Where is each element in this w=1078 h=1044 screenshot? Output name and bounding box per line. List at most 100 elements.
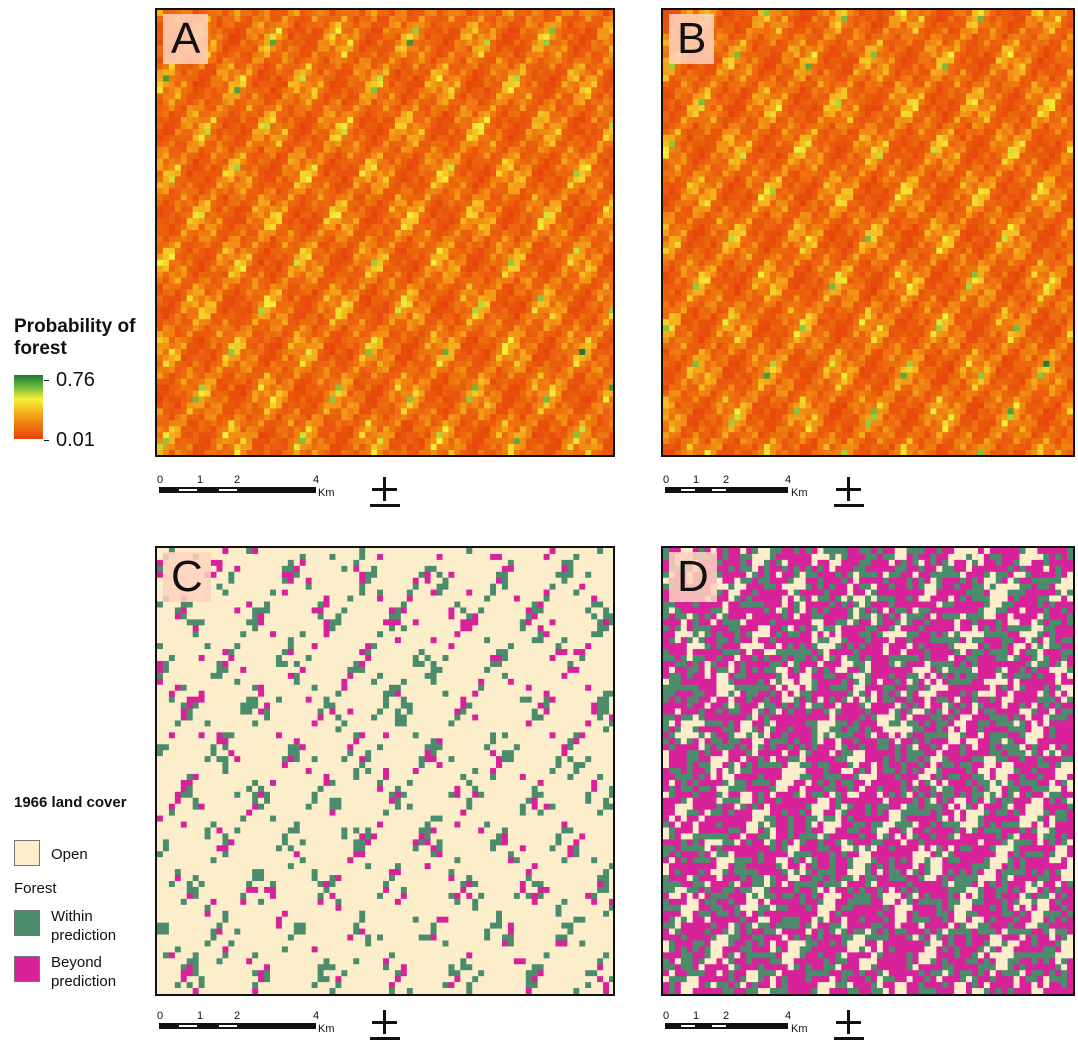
raster-cell <box>603 15 610 23</box>
raster-cell <box>228 75 235 82</box>
raster-cell <box>531 146 539 154</box>
raster-cell <box>234 27 241 35</box>
raster-cell <box>430 235 438 243</box>
raster-cell <box>400 372 408 380</box>
raster-cell <box>264 390 271 398</box>
raster-cell <box>507 325 515 332</box>
raster-cell <box>258 69 265 76</box>
ramp-tick-min <box>44 440 49 441</box>
raster-cell <box>454 235 461 243</box>
raster-cell <box>388 259 396 267</box>
raster-cell <box>157 212 164 219</box>
raster-cell <box>406 164 414 172</box>
raster-cell <box>234 253 241 261</box>
raster-cell <box>311 235 319 243</box>
raster-cell <box>579 140 586 148</box>
raster-cell <box>597 230 604 237</box>
raster-cell <box>418 117 426 124</box>
raster-cell <box>204 10 212 17</box>
raster-cell <box>240 117 247 124</box>
raster-cell <box>597 277 604 285</box>
raster-cell <box>466 378 473 386</box>
raster-cell <box>537 331 545 338</box>
raster-cell <box>371 194 378 201</box>
raster-cell <box>234 75 241 82</box>
raster-cell <box>293 295 301 302</box>
raster-cell <box>293 206 301 213</box>
raster-cell <box>162 99 170 106</box>
raster-cell <box>513 200 521 207</box>
raster-cell <box>537 134 545 142</box>
raster-cell <box>174 360 182 368</box>
raster-cell <box>490 21 497 29</box>
raster-cell <box>329 354 336 362</box>
raster-cell <box>341 224 348 231</box>
raster-cell <box>264 319 271 326</box>
raster-cell <box>436 99 443 106</box>
raster-cell <box>287 75 295 82</box>
raster-cell <box>507 69 515 76</box>
raster-cell <box>484 182 491 189</box>
raster-cell <box>275 289 283 296</box>
raster-cell <box>394 182 402 189</box>
raster-cell <box>234 307 241 314</box>
raster-cell <box>204 289 212 296</box>
raster-cell <box>442 194 449 201</box>
raster-cell <box>573 331 580 338</box>
raster-cell <box>460 87 467 94</box>
raster-cell <box>293 253 301 261</box>
raster-cell <box>531 122 539 130</box>
raster-cell <box>329 87 336 94</box>
raster-cell <box>293 27 301 35</box>
raster-cell <box>543 241 551 249</box>
raster-cell <box>388 301 396 308</box>
raster-cell <box>609 69 613 76</box>
raster-cell <box>597 331 604 338</box>
raster-cell <box>561 289 568 296</box>
raster-cell <box>400 265 408 273</box>
raster-cell <box>597 348 604 356</box>
raster-cell <box>466 241 473 249</box>
raster-cell <box>359 354 366 362</box>
raster-cell <box>388 319 396 326</box>
raster-cell <box>234 360 241 368</box>
raster-cell <box>341 230 348 237</box>
raster-cell <box>484 51 491 59</box>
raster-cell <box>192 158 200 166</box>
raster-cell <box>252 289 259 296</box>
raster-cell <box>317 182 325 189</box>
raster-cell <box>484 27 491 35</box>
raster-cell <box>424 170 432 177</box>
raster-cell <box>519 146 527 154</box>
raster-cell <box>264 27 271 35</box>
raster-cell <box>454 212 461 219</box>
raster-cell <box>549 253 556 261</box>
raster-cell <box>264 194 271 201</box>
raster-cell <box>496 122 503 130</box>
raster-cell <box>246 301 253 308</box>
raster-cell <box>329 99 336 106</box>
raster-cell <box>299 360 307 368</box>
raster-cell <box>412 212 420 219</box>
raster-cell <box>567 152 574 160</box>
raster-cell <box>323 128 330 136</box>
raster-cell <box>186 348 194 356</box>
raster-cell <box>454 200 461 207</box>
raster-cell <box>507 111 515 118</box>
raster-cell <box>603 182 610 189</box>
raster-cell <box>388 134 396 142</box>
raster-cell <box>222 134 229 142</box>
raster-cell <box>162 319 170 326</box>
raster-cell <box>377 194 384 201</box>
raster-cell <box>371 63 378 70</box>
raster-cell <box>180 122 188 130</box>
raster-cell <box>496 271 503 279</box>
raster-cell <box>222 15 229 23</box>
raster-cell <box>347 235 354 243</box>
raster-cell <box>204 378 212 386</box>
raster-cell <box>252 235 259 243</box>
raster-cell <box>394 212 402 219</box>
raster-cell <box>388 15 396 23</box>
raster-cell <box>591 206 598 213</box>
raster-cell <box>549 158 556 166</box>
